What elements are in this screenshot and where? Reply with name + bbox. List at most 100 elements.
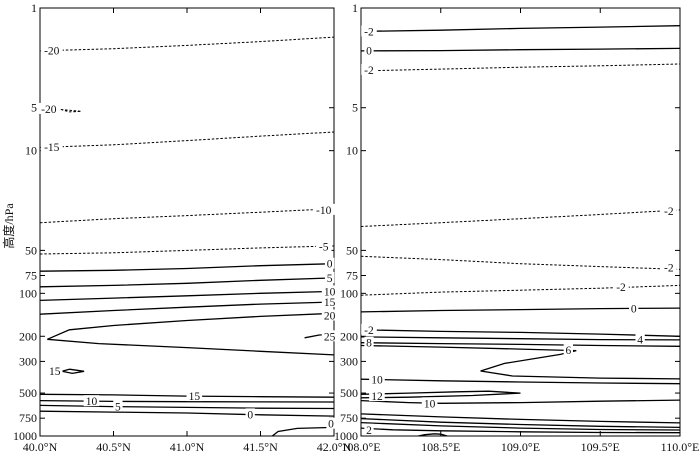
contour-line [361,336,680,341]
contour-line [47,312,334,340]
contour-label: -20 [44,45,60,57]
y-tick-label: 1000 [13,429,37,443]
contour-line [40,208,334,224]
y-tick-label: 50 [346,243,358,257]
contour-label: 0 [366,45,372,57]
contour-line [40,36,334,52]
contour-label-bg [312,203,335,215]
contour-line [361,255,680,270]
y-tick-label: 5 [352,101,358,115]
contour-label-bg [364,336,374,348]
contour-line [361,344,680,380]
contour-label: -2 [364,26,374,38]
contour-label: -20 [41,104,57,116]
contour-label: -2 [364,65,374,77]
contour-group [361,25,680,436]
contour-line [418,433,448,436]
contour-label-bg [361,63,377,75]
contour-label-bg [321,330,338,342]
contour-label: 2 [366,425,372,437]
contour-label-bg [321,295,338,307]
contour-line [40,245,334,255]
y-tick-label: 500 [19,386,37,400]
plot-frame [360,7,681,437]
contour-label-bg [326,417,336,429]
contour-line [40,277,334,288]
contour-label: 10 [424,398,436,410]
x-tick-label: 41.5°N [243,440,278,454]
contour-line [40,290,334,302]
y-axis-label: 高度/hPa [1,203,16,249]
contour-label-bg [364,44,374,56]
contour-label: 25 [324,331,336,343]
contour-label-bg [563,344,573,356]
contour-label-bg [315,240,332,252]
contour-line [361,329,680,337]
y-tick-label: 750 [19,411,37,425]
contour-label-bg [113,400,123,412]
contour-line [361,47,680,52]
contour-label: -10 [316,205,332,217]
contour-label-bg [661,205,677,217]
contour-label: -15 [44,142,60,154]
contour-label: 4 [637,334,643,346]
contour-label-bg [40,44,63,56]
x-tick-label: 41.0°N [170,440,205,454]
contour-group [40,36,334,436]
y-tick-label: 300 [340,354,358,368]
contour-line [361,390,521,399]
contour-label-bg [361,323,377,335]
x-tick-label: 109.5°E [581,440,620,454]
contour-label: 0 [328,419,334,431]
contour-label: -2 [664,206,674,218]
contour-line [361,417,680,429]
y-tick-label: 50 [25,243,37,257]
contour-label-bg [661,261,677,273]
contour-label-bg [629,302,639,314]
contour-line [361,399,680,404]
contour-line [361,284,680,296]
contour-label: 20 [324,310,336,322]
y-tick-label: 10 [346,144,358,158]
contour-label: 12 [371,391,383,403]
contour-label-bg [245,408,255,420]
y-tick-label: 200 [19,329,37,343]
contour-line [271,426,334,436]
y-tick-label: 10 [25,144,37,158]
contour-label: 0 [631,304,637,316]
contour-label-bg [321,285,338,297]
contour-label-bg [421,397,438,409]
contour-line [40,263,334,272]
contour-label: 15 [189,391,201,403]
contour-line [361,427,680,434]
y-tick-label: 750 [340,411,358,425]
x-tick-label: 40.0°N [23,440,58,454]
contour-label-bg [369,373,385,385]
contour-label-bg [364,423,374,435]
y-tick-label: 1000 [334,429,358,443]
contour-line [47,338,334,356]
contour-label: 10 [86,396,98,408]
contour-label-bg [83,395,100,407]
contour-label-bg [186,390,203,402]
contour-line [361,342,680,347]
contour-label: -2 [616,282,626,294]
contour-label: 0 [247,409,253,421]
y-tick-label: 500 [340,386,358,400]
contour-line [361,63,680,72]
y-tick-label: 5 [31,101,37,115]
contour-label: 8 [366,338,372,350]
contour-line [361,378,680,385]
y-tick-label: 300 [19,354,37,368]
x-tick-label: 42.0°N [317,440,352,454]
contour-label: 5 [327,273,333,285]
contour-label-bg [635,333,645,345]
contour-label: 0 [327,259,333,271]
contour-label-bg [324,257,335,269]
y-tick-label: 75 [346,269,358,283]
x-tick-label: 110.0°E [661,440,700,454]
contour-label: 6 [565,345,571,357]
y-tick-label: 1 [31,1,37,15]
